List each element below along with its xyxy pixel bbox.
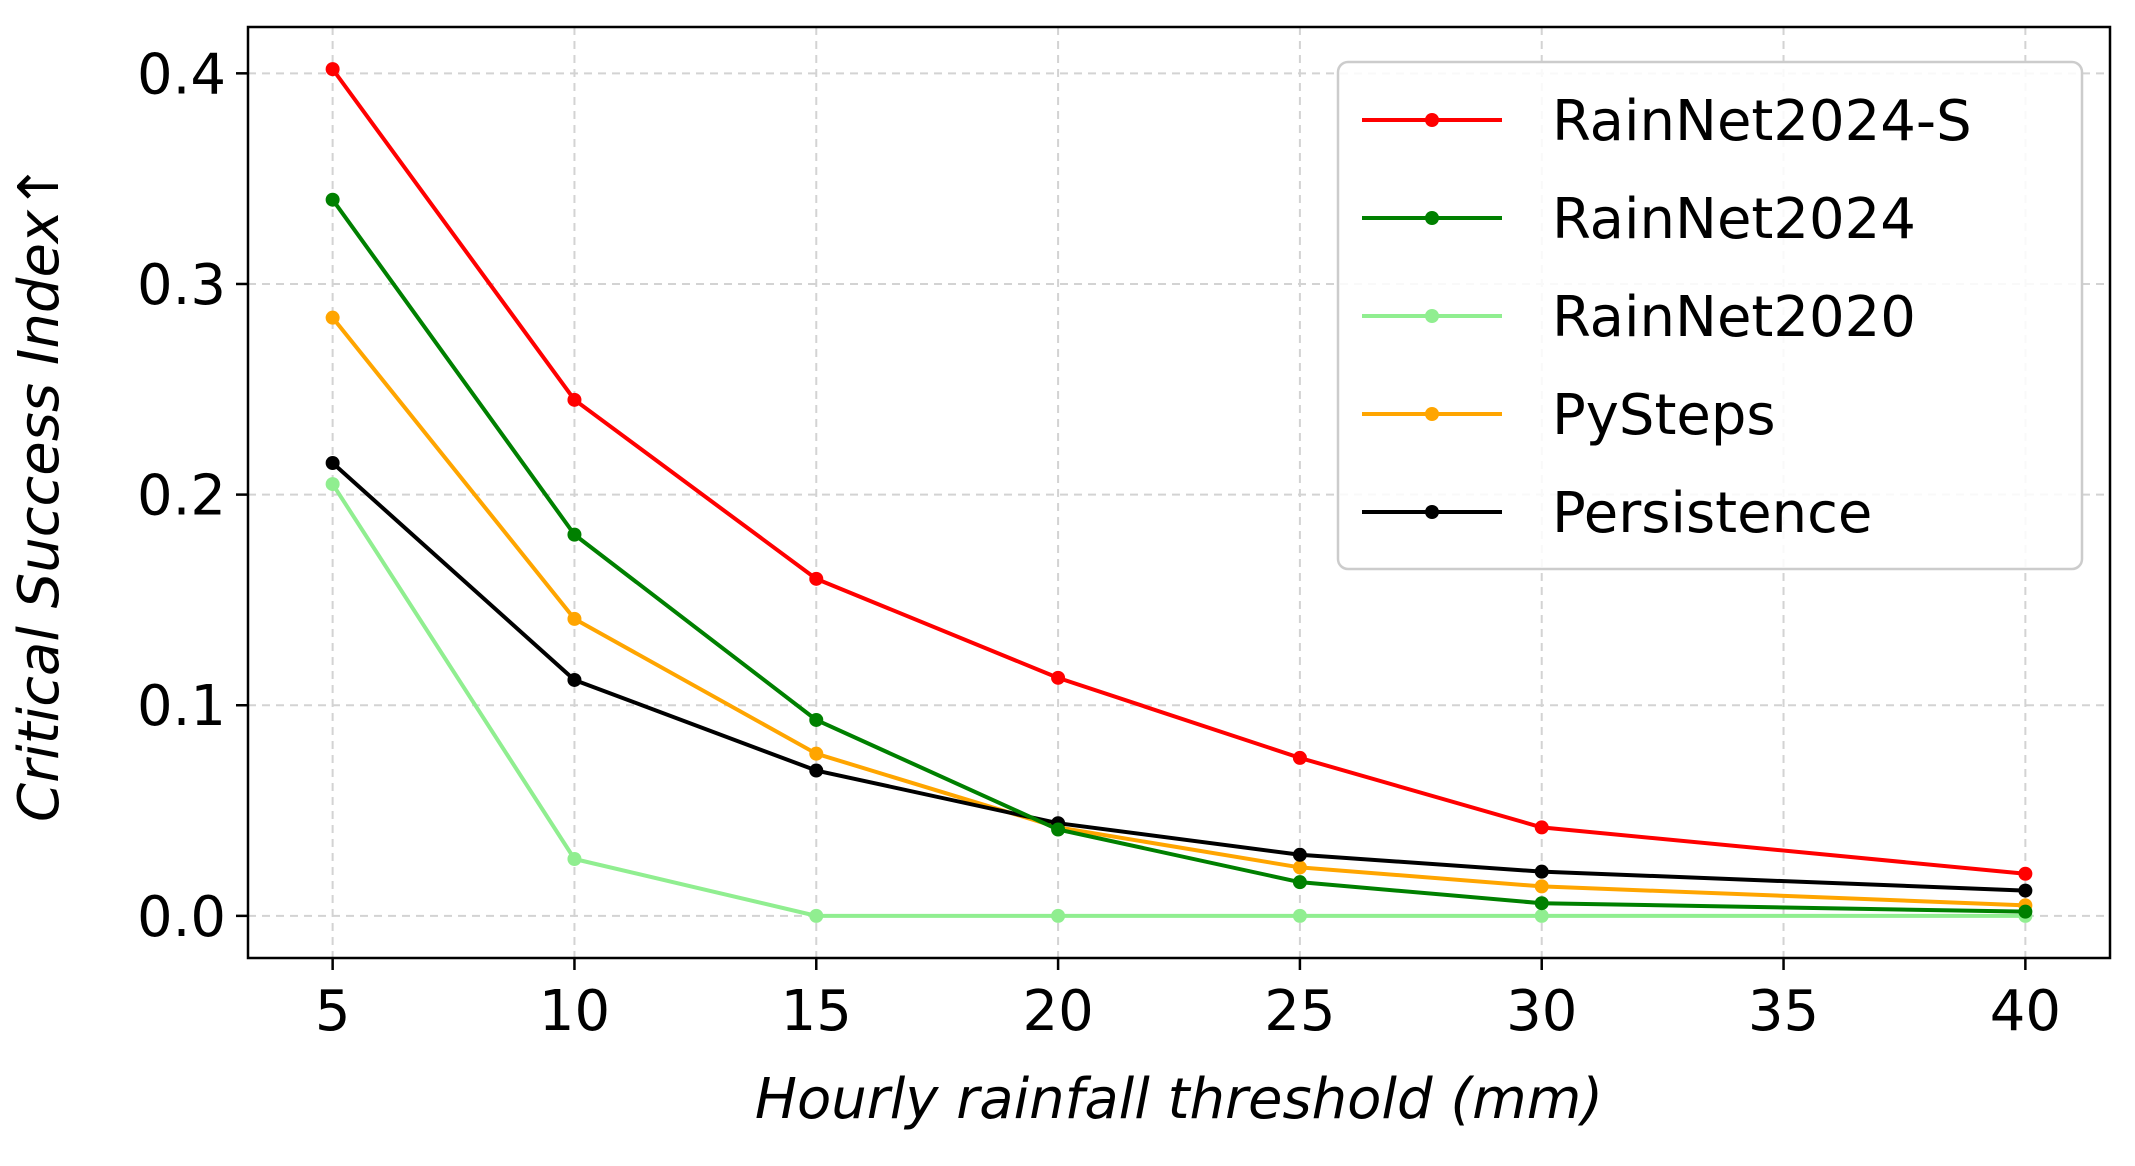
- data-point: [1051, 822, 1066, 837]
- data-point: [1051, 670, 1066, 685]
- axis-ticks: 5 10 15 20 25 30 35 40 0.0 0.1 0.2 0.3 0.4: [137, 42, 2061, 1044]
- x-tick-label: 35: [1748, 979, 1819, 1044]
- data-point: [1292, 875, 1307, 890]
- legend-label: RainNet2024: [1552, 187, 1916, 252]
- legend-swatch-marker: [1425, 309, 1439, 323]
- plot-frame: [246, 25, 2112, 960]
- x-tick-label: 25: [1264, 979, 1335, 1044]
- legend-item: PySteps: [1362, 383, 1776, 448]
- y-tick-label: 0.0: [137, 885, 226, 950]
- legend: RainNet2024-S RainNet2024 RainNet2020 PySte…: [1336, 60, 2084, 571]
- y-tick-label: 0.4: [137, 42, 226, 107]
- x-tick-label: 20: [1022, 979, 1093, 1044]
- legend-item: RainNet2024: [1362, 187, 1916, 252]
- data-point: [1292, 908, 1307, 923]
- legend-item: Persistence: [1362, 481, 1872, 546]
- legend-swatch-marker: [1425, 113, 1439, 127]
- data-point: [325, 477, 340, 492]
- data-point: [567, 672, 582, 687]
- x-tick-label: 30: [1506, 979, 1577, 1044]
- x-axis-label: Hourly rainfall threshold (mm): [755, 1067, 1603, 1132]
- data-point: [1051, 908, 1066, 923]
- data-point: [1292, 847, 1307, 862]
- legend-swatch-marker: [1425, 407, 1439, 421]
- data-point: [325, 192, 340, 207]
- data-point: [2018, 904, 2033, 919]
- series-lines: [325, 62, 2033, 923]
- legend-item: RainNet2020: [1362, 285, 1916, 350]
- data-point: [809, 763, 824, 778]
- series-rainnet2024-s: [325, 62, 2033, 881]
- data-point: [809, 712, 824, 727]
- data-point: [325, 456, 340, 471]
- y-tick-label: 0.2: [137, 464, 226, 529]
- data-point: [2018, 883, 2033, 898]
- data-point: [567, 611, 582, 626]
- y-axis-label: Critical Success Index↑: [7, 163, 72, 822]
- legend-label: RainNet2024-S: [1552, 89, 1972, 154]
- data-point: [567, 527, 582, 542]
- data-point: [325, 310, 340, 325]
- legend-swatch-marker: [1425, 211, 1439, 225]
- x-tick-label: 40: [1990, 979, 2061, 1044]
- y-tick-label: 0.3: [137, 253, 226, 318]
- data-point: [1534, 864, 1549, 879]
- data-point: [567, 852, 582, 867]
- data-point: [567, 392, 582, 407]
- data-point: [1292, 750, 1307, 765]
- legend-label: Persistence: [1552, 481, 1872, 546]
- data-point: [2018, 866, 2033, 881]
- legend-label: RainNet2020: [1552, 285, 1916, 350]
- series-rainnet2020: [325, 477, 2033, 923]
- legend-item: RainNet2024-S: [1362, 89, 1972, 154]
- x-tick-label: 5: [315, 979, 351, 1044]
- data-point: [809, 571, 824, 586]
- data-point: [809, 908, 824, 923]
- y-tick-label: 0.1: [137, 674, 226, 739]
- legend-box: [1336, 60, 2084, 571]
- data-point: [1292, 860, 1307, 875]
- x-tick-label: 10: [539, 979, 610, 1044]
- x-tick-label: 15: [781, 979, 852, 1044]
- data-point: [1534, 896, 1549, 911]
- series-rainnet2024: [325, 192, 2033, 919]
- data-point: [1534, 820, 1549, 835]
- data-point: [1534, 908, 1549, 923]
- data-point: [325, 62, 340, 77]
- legend-swatch-marker: [1425, 505, 1439, 519]
- data-point: [1534, 879, 1549, 894]
- legend-label: PySteps: [1552, 383, 1776, 448]
- data-point: [809, 746, 824, 761]
